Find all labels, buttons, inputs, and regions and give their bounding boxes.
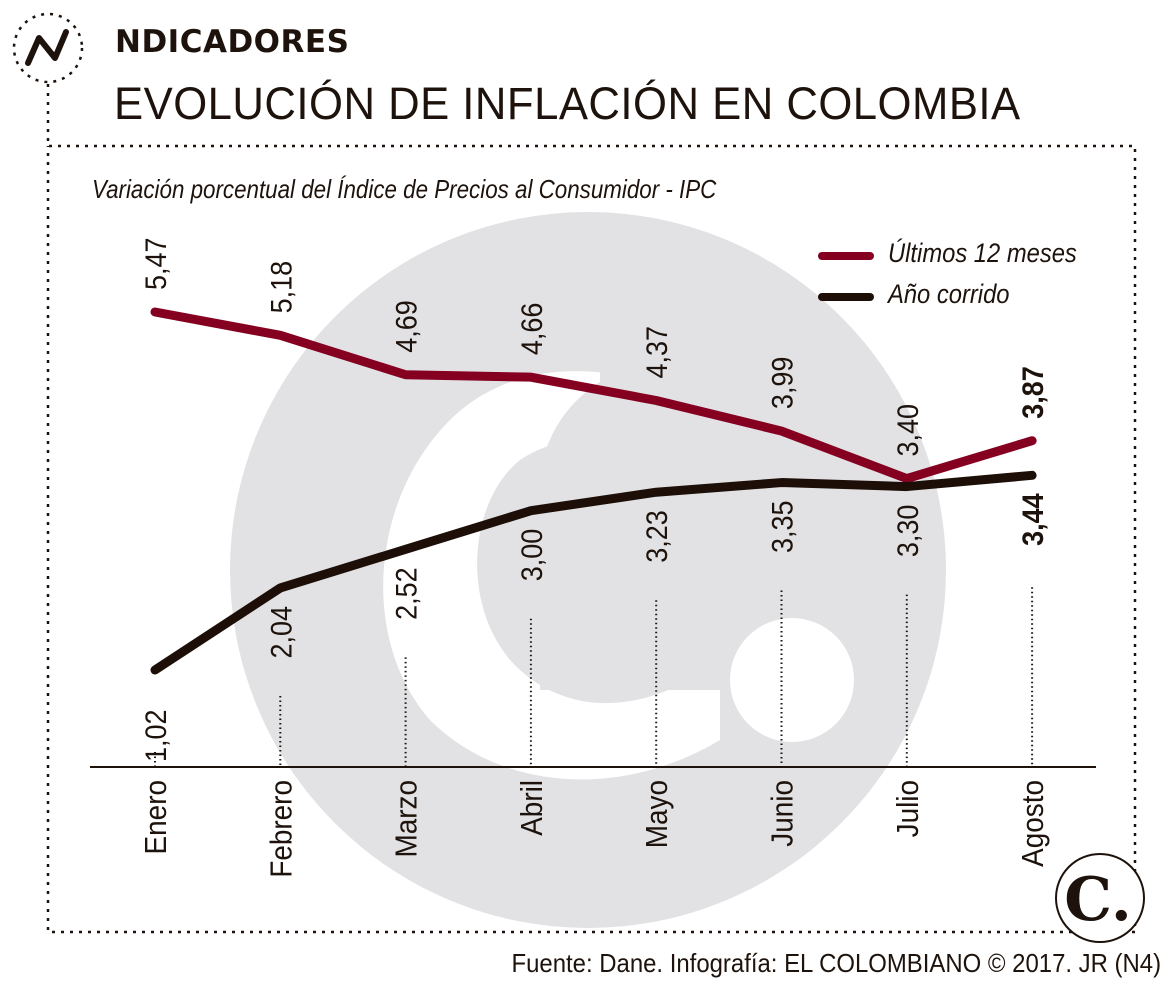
- value-label-12m: 5,47: [140, 237, 174, 290]
- chart-title: EVOLUCIÓN DE INFLACIÓN EN COLOMBIA: [114, 78, 1021, 129]
- x-tick-label: Enero: [139, 780, 174, 854]
- x-tick-label: Agosto: [1016, 780, 1051, 867]
- el-colombiano-logo-icon: C.: [1055, 853, 1145, 943]
- value-label-12m: 5,18: [265, 261, 299, 314]
- value-label-ytd: 3,44: [1017, 493, 1051, 546]
- x-tick-label: Marzo: [389, 780, 424, 858]
- value-label-ytd: 3,00: [516, 529, 550, 582]
- legend-swatch-ytd: [818, 293, 874, 301]
- legend-label-ytd: Año corrido: [888, 279, 1010, 309]
- series-line-12m: [150, 307, 1037, 484]
- value-label-12m: 4,37: [641, 326, 675, 379]
- dotted-frame: [46, 84, 1137, 934]
- value-label-12m: 4,66: [516, 303, 550, 356]
- value-label-ytd: 3,23: [641, 510, 675, 563]
- value-label-12m: 3,99: [766, 357, 800, 410]
- value-label-ytd: 1,02: [140, 709, 174, 762]
- value-label-ytd: 2,52: [390, 567, 424, 620]
- x-tick-label: Mayo: [640, 780, 675, 848]
- legend-label-12m: Últimos 12 meses: [888, 238, 1077, 268]
- chart-subtitle: Variación porcentual del Índice de Preci…: [92, 174, 717, 204]
- value-label-12m: 3,40: [892, 404, 926, 457]
- section-kicker: NDICADORES: [115, 24, 350, 60]
- watermark-logo: [230, 212, 946, 928]
- value-label-ytd: 3,30: [892, 505, 926, 558]
- value-label-12m: 3,87: [1017, 366, 1051, 419]
- legend-swatch-12m: [818, 252, 874, 260]
- source-credit: Fuente: Dane. Infografía: EL COLOMBIANO …: [511, 948, 1161, 978]
- x-tick-label: Junio: [765, 780, 800, 847]
- watermark-dot: [730, 618, 854, 742]
- logo-text: C.: [1064, 865, 1132, 935]
- trend-line-icon: [12, 12, 84, 84]
- series-line-ytd: [150, 470, 1037, 675]
- x-tick-label: Julio: [890, 780, 925, 837]
- x-tick-label: Febrero: [264, 780, 299, 878]
- watermark-c-top: [540, 358, 722, 690]
- watermark-c-inner: [383, 371, 720, 780]
- value-label-ytd: 2,04: [265, 606, 299, 659]
- value-label-ytd: 3,35: [766, 501, 800, 554]
- value-label-12m: 4,69: [390, 300, 424, 353]
- x-tick-label: Abril: [515, 780, 550, 836]
